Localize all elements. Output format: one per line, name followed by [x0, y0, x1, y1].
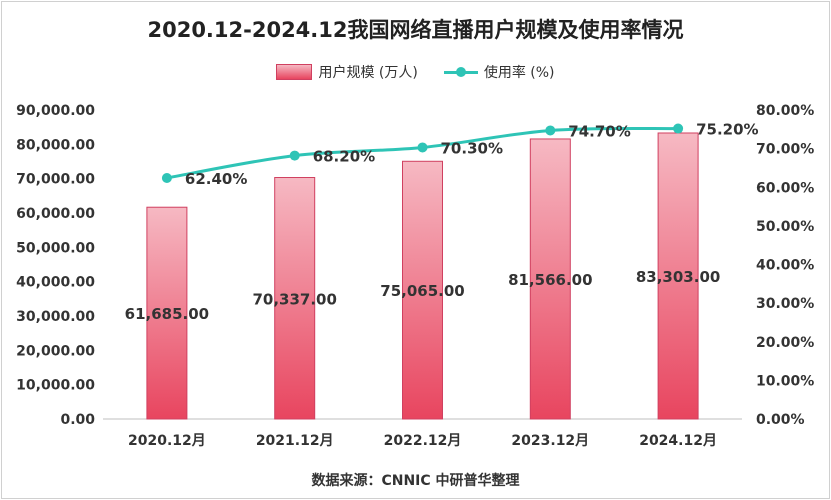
usage-rate-point [673, 123, 684, 134]
y-left-tick-label: 60,000.00 [16, 206, 95, 222]
y-left-tick-label: 70,000.00 [16, 172, 95, 188]
bar [274, 177, 316, 420]
y-left-tick-label: 30,000.00 [16, 309, 95, 325]
y-right-tick-label: 80.00% [756, 103, 814, 119]
usage-rate-data-label: 68.20% [313, 148, 375, 166]
y-left-tick-label: 10,000.00 [16, 378, 95, 394]
bar [529, 138, 571, 420]
y-right-tick-label: 0.00% [756, 412, 805, 428]
bar [402, 160, 443, 420]
bar-data-label: 81,566.00 [508, 271, 592, 289]
usage-rate-data-label: 74.70% [568, 122, 630, 140]
bar-data-label: 83,303.00 [636, 268, 720, 286]
bar-data-label: 75,065.00 [380, 282, 464, 300]
usage-rate-point [545, 125, 556, 136]
y-left-tick-label: 0.00 [60, 412, 95, 428]
chart-title: 2020.12-2024.12我国网络直播用户规模及使用率情况 [147, 18, 684, 42]
y-right-tick-label: 40.00% [756, 258, 814, 274]
y-left-tick-label: 80,000.00 [16, 137, 95, 153]
usage-rate-data-label: 70.30% [441, 139, 503, 157]
y-left-tick-label: 20,000.00 [16, 343, 95, 359]
x-tick-label: 2023.12月 [511, 433, 589, 449]
y-right-tick-label: 60.00% [756, 180, 814, 196]
x-tick-label: 2022.12月 [384, 433, 462, 449]
legend-label-users: 用户规模 (万人) [318, 65, 418, 81]
usage-rate-data-label: 62.40% [185, 170, 247, 188]
legend-bar-swatch [276, 64, 313, 80]
bar [146, 206, 188, 420]
y-right-tick-label: 50.00% [756, 219, 814, 235]
y-left-tick-label: 50,000.00 [16, 240, 95, 256]
usage-rate-point [417, 142, 428, 153]
legend-label-rate: 使用率 (%) [483, 65, 555, 81]
y-right-tick-label: 70.00% [756, 142, 814, 158]
x-tick-label: 2024.12月 [639, 433, 717, 449]
y-right-tick-label: 20.00% [756, 335, 814, 351]
usage-rate-point [289, 150, 300, 161]
legend: 用户规模 (万人) 使用率 (%) [0, 62, 831, 82]
y-left-tick-label: 90,000.00 [16, 103, 95, 119]
legend-line-swatch [443, 65, 478, 79]
legend-item-rate[interactable]: 使用率 (%) [443, 62, 555, 82]
usage-rate-point [161, 172, 172, 183]
bar-data-label: 61,685.00 [125, 305, 209, 323]
legend-item-users[interactable]: 用户规模 (万人) [276, 62, 418, 82]
x-tick-label: 2021.12月 [256, 433, 334, 449]
data-source: 数据来源：CNNIC 中研普华整理 [311, 473, 520, 489]
usage-rate-data-label: 75.20% [696, 121, 758, 139]
y-left-tick-label: 40,000.00 [16, 275, 95, 291]
y-right-tick-label: 30.00% [756, 296, 814, 312]
x-tick-label: 2020.12月 [128, 433, 206, 449]
y-right-tick-label: 10.00% [756, 373, 814, 389]
bar-data-label: 70,337.00 [252, 290, 336, 308]
